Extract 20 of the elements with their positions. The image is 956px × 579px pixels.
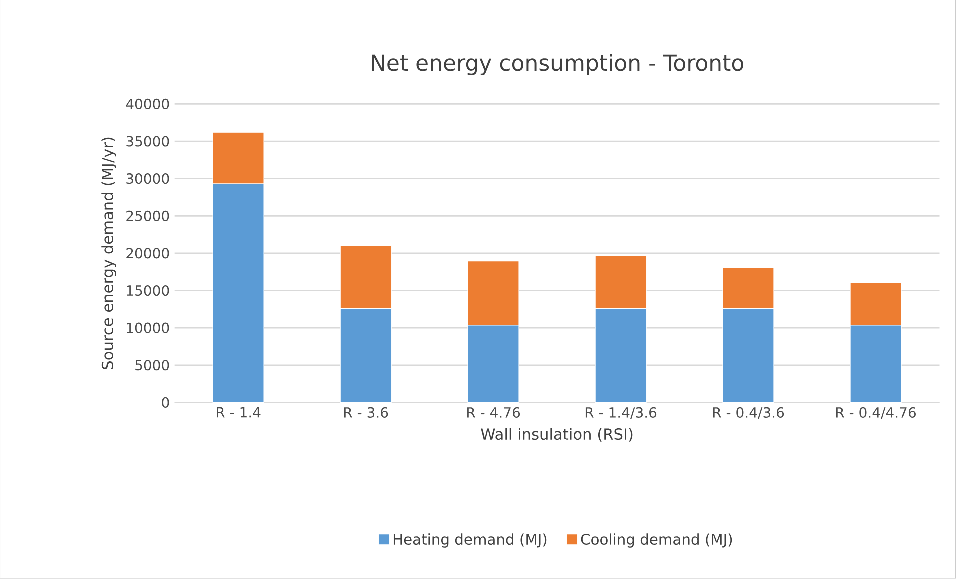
- y-tick-label: 30000: [126, 174, 170, 184]
- y-axis-title: Source energy demand (MJ/yr): [102, 138, 116, 370]
- x-tick-label: R - 1.4/3.6: [586, 407, 657, 420]
- y-tick-label: 35000: [126, 136, 170, 147]
- x-tick-label: R - 4.76: [468, 407, 520, 418]
- legend-label: Cooling demand (MJ): [581, 534, 732, 548]
- y-tick-label: 0: [162, 397, 170, 408]
- x-tick-label: R - 1.4: [217, 407, 261, 418]
- legend-label: Heating demand (MJ): [394, 534, 547, 548]
- x-tick-label: R - 0.4/4.76: [836, 407, 916, 420]
- y-tick-label: 25000: [126, 210, 170, 222]
- x-tick-label: R - 0.4/3.6: [713, 407, 784, 420]
- y-tick-label: 10000: [127, 322, 170, 334]
- y-tick-label: 5000: [136, 360, 170, 371]
- y-tick-label: 40000: [126, 98, 170, 110]
- y-tick-label: 20000: [126, 248, 170, 259]
- chart-title: Net energy consumption - Toronto: [372, 54, 744, 76]
- x-tick-label: R - 3.6: [344, 407, 388, 418]
- x-axis-title: Wall insulation (RSI): [481, 428, 633, 442]
- y-tick-label: 15000: [127, 286, 170, 296]
